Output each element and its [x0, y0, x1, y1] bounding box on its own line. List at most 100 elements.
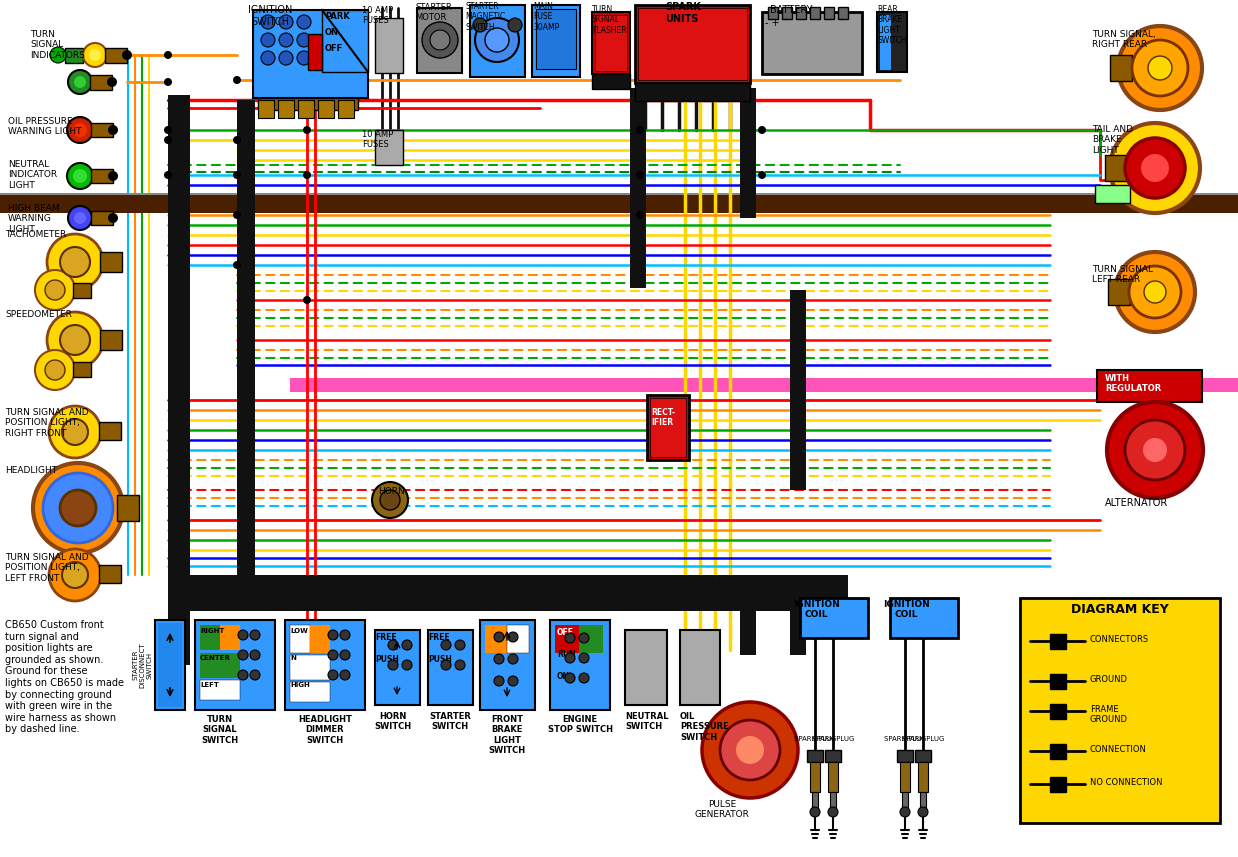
Text: PULSE
GENERATOR: PULSE GENERATOR — [695, 800, 749, 819]
Bar — [73, 362, 92, 377]
Bar — [915, 750, 931, 762]
Circle shape — [297, 15, 311, 29]
Circle shape — [297, 51, 311, 65]
Bar — [0, 195, 1238, 213]
Bar — [635, 83, 750, 101]
Text: OIL PRESSURE
WARNING LIGHT: OIL PRESSURE WARNING LIGHT — [7, 117, 82, 136]
Bar — [630, 88, 646, 288]
Bar — [375, 130, 404, 165]
Text: 10 AMP
FUSES: 10 AMP FUSES — [361, 6, 394, 26]
Bar — [485, 625, 508, 653]
Circle shape — [233, 171, 241, 179]
Bar — [201, 680, 240, 700]
Circle shape — [473, 18, 487, 32]
Bar — [1097, 370, 1202, 402]
Bar — [90, 75, 111, 90]
Circle shape — [328, 670, 338, 680]
Circle shape — [919, 807, 928, 817]
Bar — [1020, 598, 1219, 823]
Bar — [800, 598, 868, 638]
Circle shape — [494, 676, 504, 686]
Bar — [790, 290, 806, 490]
Text: LEFT: LEFT — [201, 682, 219, 688]
Text: STARTER
SWITCH: STARTER SWITCH — [430, 712, 470, 731]
Bar — [1050, 634, 1066, 649]
Circle shape — [250, 630, 260, 640]
Text: HEADLIGHT: HEADLIGHT — [5, 465, 57, 475]
Bar — [900, 762, 910, 792]
Text: HIGH: HIGH — [290, 682, 310, 688]
Circle shape — [387, 640, 397, 650]
Bar — [201, 625, 220, 650]
Bar — [417, 8, 462, 73]
Circle shape — [721, 720, 780, 780]
Circle shape — [494, 654, 504, 664]
Text: TURN SIGNAL AND
POSITION LIGHT,
RIGHT FRONT: TURN SIGNAL AND POSITION LIGHT, RIGHT FR… — [5, 408, 89, 438]
Circle shape — [45, 360, 66, 380]
Circle shape — [33, 463, 123, 553]
Circle shape — [250, 670, 260, 680]
Circle shape — [508, 18, 522, 32]
Circle shape — [233, 211, 241, 219]
Text: PUSH: PUSH — [428, 655, 452, 664]
Circle shape — [1115, 252, 1195, 332]
Bar — [903, 792, 907, 812]
Bar — [310, 625, 331, 653]
Bar — [768, 7, 777, 19]
Circle shape — [59, 247, 90, 277]
Circle shape — [45, 280, 66, 300]
Text: SPARK PLUG: SPARK PLUG — [812, 736, 854, 742]
Circle shape — [737, 736, 764, 764]
Bar — [290, 655, 331, 680]
Text: CENTER: CENTER — [201, 655, 230, 661]
Circle shape — [508, 632, 517, 642]
Bar — [825, 750, 841, 762]
Circle shape — [108, 213, 118, 223]
Circle shape — [47, 234, 103, 290]
Bar — [1106, 155, 1127, 181]
Circle shape — [828, 807, 838, 817]
Circle shape — [261, 51, 275, 65]
Circle shape — [371, 482, 409, 518]
Text: PARK: PARK — [326, 12, 350, 21]
Bar — [1050, 744, 1066, 759]
Circle shape — [636, 126, 644, 134]
Bar — [99, 565, 121, 583]
Text: TURN
SIGNAL
SWITCH: TURN SIGNAL SWITCH — [202, 715, 239, 745]
Bar — [470, 5, 525, 77]
Circle shape — [565, 673, 574, 683]
Text: ON: ON — [326, 28, 339, 37]
Circle shape — [328, 650, 338, 660]
Circle shape — [1107, 402, 1203, 498]
Circle shape — [279, 51, 293, 65]
Circle shape — [163, 51, 172, 59]
Text: MAIN
FUSE
30AMP: MAIN FUSE 30AMP — [534, 2, 560, 32]
Circle shape — [238, 630, 248, 640]
Bar — [550, 620, 610, 710]
Circle shape — [89, 49, 102, 61]
Text: TURN SIGNAL
LEFT REAR: TURN SIGNAL LEFT REAR — [1092, 265, 1153, 285]
Bar — [796, 7, 806, 19]
Text: CONNECTORS: CONNECTORS — [1089, 635, 1149, 644]
Text: FREE: FREE — [428, 633, 449, 642]
Circle shape — [62, 419, 88, 445]
Circle shape — [1125, 138, 1185, 198]
Circle shape — [441, 660, 451, 670]
Text: TURN
SIGNAL
FLASHER: TURN SIGNAL FLASHER — [592, 5, 626, 35]
Circle shape — [579, 633, 589, 643]
Circle shape — [1110, 123, 1200, 213]
Circle shape — [1143, 438, 1167, 462]
Circle shape — [758, 126, 766, 134]
Circle shape — [74, 212, 85, 224]
Circle shape — [68, 70, 92, 94]
Text: 10 AMP
FUSES: 10 AMP FUSES — [361, 130, 394, 149]
Text: SPEEDOMETER: SPEEDOMETER — [5, 310, 72, 319]
Text: OFF: OFF — [557, 628, 574, 637]
Bar — [92, 169, 113, 183]
Bar — [647, 395, 690, 460]
Bar — [919, 762, 928, 792]
Circle shape — [163, 78, 172, 86]
Circle shape — [279, 15, 293, 29]
Circle shape — [297, 33, 311, 47]
Circle shape — [108, 171, 118, 181]
